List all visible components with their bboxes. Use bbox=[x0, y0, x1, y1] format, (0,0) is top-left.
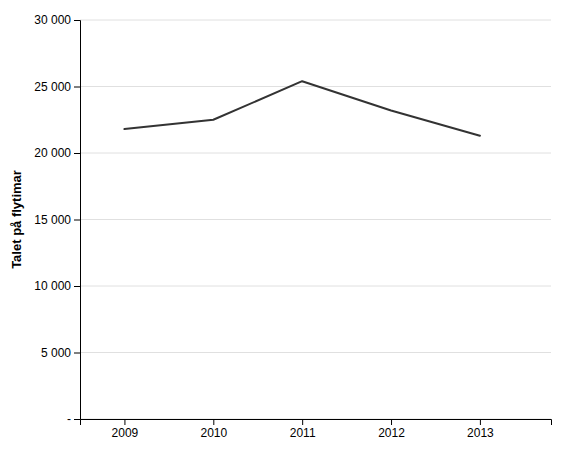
plot: 2009 2010 2011 2012 2013 - 5 000 10 000 15 000 20… bbox=[34, 13, 551, 439]
tick-label: 10 000 bbox=[34, 279, 71, 293]
tick-mark bbox=[213, 419, 214, 425]
grid-line bbox=[80, 20, 551, 21]
marks bbox=[124, 81, 479, 136]
tick-mark bbox=[480, 419, 481, 425]
tick-mark bbox=[74, 87, 80, 88]
tick: - bbox=[67, 412, 80, 426]
tick: 2009 bbox=[112, 419, 139, 440]
grid-line bbox=[80, 352, 551, 353]
tick: 20 000 bbox=[34, 146, 80, 160]
tick: 10 000 bbox=[34, 279, 80, 293]
tick-label: 25 000 bbox=[34, 80, 71, 94]
tick: 30 000 bbox=[34, 13, 80, 27]
tick-label: 2009 bbox=[112, 426, 139, 440]
tick-mark bbox=[74, 419, 80, 420]
tick: 25 000 bbox=[34, 80, 80, 94]
tick-label: 20 000 bbox=[34, 146, 71, 160]
tick-label: 15 000 bbox=[34, 213, 71, 227]
line bbox=[124, 81, 479, 136]
tick: 2012 bbox=[378, 419, 405, 440]
tick-mark bbox=[74, 353, 80, 354]
x-axis: 2009 2010 2011 2012 2013 bbox=[81, 419, 552, 440]
tick-label: 30 000 bbox=[34, 13, 71, 27]
y-axis-title: Talet på flytimar bbox=[9, 170, 24, 269]
tick-mark bbox=[391, 419, 392, 425]
grid-line bbox=[80, 219, 551, 220]
tick: 2010 bbox=[200, 419, 227, 440]
tick: 5 000 bbox=[41, 346, 80, 360]
tick-mark bbox=[124, 419, 125, 425]
tick-mark bbox=[74, 20, 80, 21]
y-axis: - 5 000 10 000 15 000 20 000 25 000 30 000 bbox=[34, 13, 80, 426]
tick-mark bbox=[302, 419, 303, 425]
axis-line bbox=[81, 420, 552, 426]
tick-label: 2012 bbox=[378, 426, 405, 440]
tick: 2013 bbox=[467, 419, 494, 440]
tick-label: 2013 bbox=[467, 426, 494, 440]
tick-label: - bbox=[67, 412, 71, 426]
tick: 2011 bbox=[290, 419, 316, 440]
tick-label: 2010 bbox=[200, 426, 227, 440]
chart: 2009 2010 2011 2012 2013 - 5 000 10 000 15 000 20… bbox=[0, 0, 575, 459]
tick-label: 5 000 bbox=[41, 346, 71, 360]
tick-mark bbox=[74, 286, 80, 287]
tick-mark bbox=[74, 153, 80, 154]
tick-mark bbox=[74, 220, 80, 221]
grid-line bbox=[80, 153, 551, 154]
axis-line bbox=[74, 21, 81, 420]
tick-label: 2011 bbox=[290, 426, 316, 440]
grid-line bbox=[80, 286, 551, 287]
grid bbox=[80, 20, 551, 419]
tick: 15 000 bbox=[34, 213, 80, 227]
